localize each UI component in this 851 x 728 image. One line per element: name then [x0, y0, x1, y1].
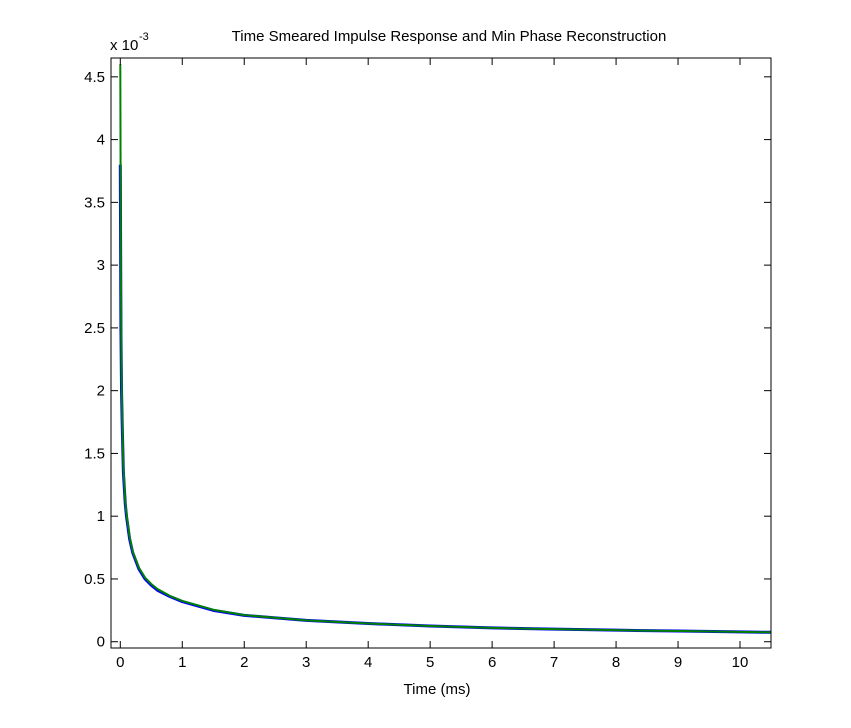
- axes-frame: [110, 57, 772, 649]
- x-tick-label: 4: [364, 654, 372, 671]
- x-tick-label: 8: [612, 654, 620, 671]
- y-tick-label: 4: [97, 132, 105, 149]
- x-tick-label: 9: [674, 654, 682, 671]
- plot-background: [111, 58, 771, 648]
- y-exponent-power: -3: [139, 31, 149, 43]
- y-tick-label: 1.5: [84, 445, 105, 462]
- x-axis-label: Time (ms): [404, 681, 471, 698]
- series-line-2: [119, 64, 772, 634]
- y-tick-label: 0.5: [84, 571, 105, 588]
- x-tick-label: 5: [426, 654, 434, 671]
- ticks-layer: 0 1 2 3 4 5 6 7 8 9 10 0 0.5 1 1.5 2 2.5 3 3.5 4 4.5: [84, 58, 771, 671]
- x-tick-label: 2: [240, 654, 248, 671]
- y-tick-label: 2.5: [84, 320, 105, 337]
- x-tick-label: 7: [550, 654, 558, 671]
- y-exponent-base: x 10: [110, 37, 138, 54]
- series-layer: [118, 64, 772, 634]
- y-tick-label: 4.5: [84, 69, 105, 86]
- x-tick-label: 1: [178, 654, 186, 671]
- y-tick-label: 0: [97, 634, 105, 651]
- x-tick-label: 3: [302, 654, 310, 671]
- x-tick-label: 6: [488, 654, 496, 671]
- x-tick-label: 10: [732, 654, 749, 671]
- axes-layer: [110, 57, 772, 649]
- y-tick-label: 1: [97, 508, 105, 525]
- plot-area: [111, 58, 771, 648]
- y-tick-label: 3.5: [84, 194, 105, 211]
- chart-title: Time Smeared Impulse Response and Min Ph…: [232, 28, 667, 45]
- y-tick-label: 3: [97, 257, 105, 274]
- x-tick-label: 0: [116, 654, 124, 671]
- y-tick-label: 2: [97, 383, 105, 400]
